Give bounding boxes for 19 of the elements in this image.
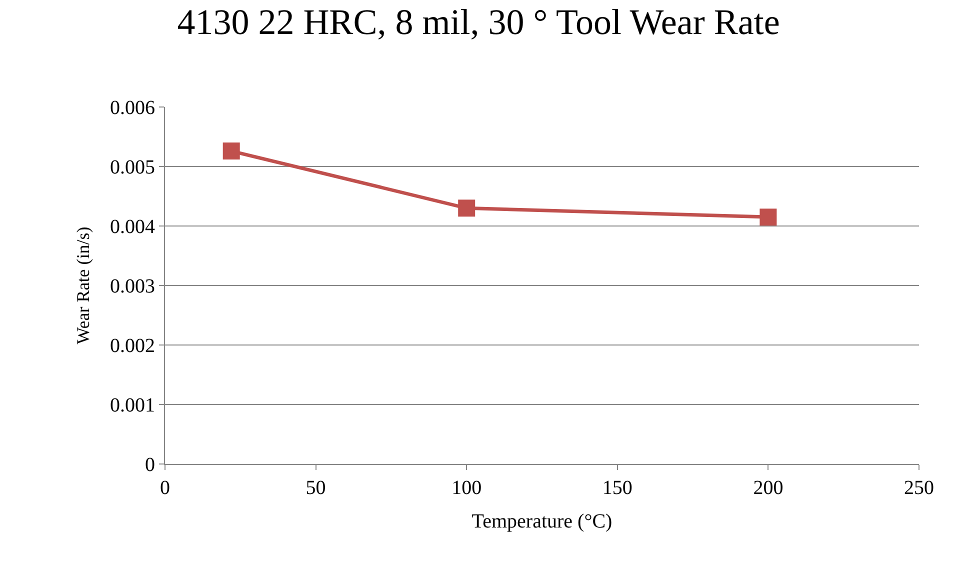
x-axis-title: Temperature (°C): [472, 510, 612, 532]
x-tick-label: 150: [602, 477, 632, 499]
x-tick-label: 100: [452, 477, 482, 499]
y-axis-title: Wear Rate (in/s): [73, 226, 94, 344]
y-tick-label: 0.006: [110, 97, 155, 119]
y-tick-label: 0: [145, 454, 155, 476]
y-tick-label: 0.004: [110, 216, 155, 238]
chart-title: 4130 22 HRC, 8 mil, 30 ° Tool Wear Rate: [177, 2, 780, 42]
y-tick-label: 0.001: [110, 394, 155, 416]
point: [760, 208, 777, 226]
point: [458, 200, 476, 217]
x-tick-label: 200: [753, 477, 784, 499]
x-tick-label: 50: [306, 477, 326, 499]
y-tick-label: 0.002: [110, 335, 155, 357]
y-tick-label: 0.005: [110, 156, 155, 178]
x-tick-label: 250: [904, 477, 934, 499]
point: [222, 142, 240, 160]
y-tick-label: 0.003: [110, 276, 155, 298]
x-tick-label: 0: [160, 477, 170, 499]
